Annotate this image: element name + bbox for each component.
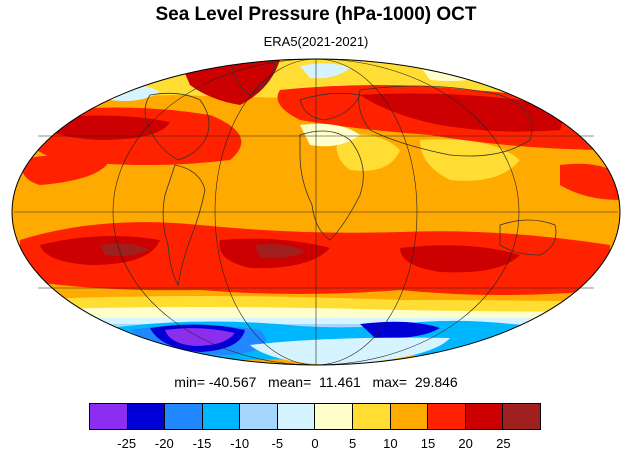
colorbar-swatch bbox=[390, 404, 429, 429]
colorbar bbox=[89, 403, 541, 430]
colorbar-tick-label: 20 bbox=[458, 436, 473, 451]
colorbar-tick-label: 15 bbox=[420, 436, 436, 451]
colorbar-swatch bbox=[165, 404, 203, 429]
plot-title: Sea Level Pressure (hPa-1000) OCT bbox=[155, 4, 477, 25]
colorbar-swatch bbox=[127, 404, 166, 429]
colorbar-swatch bbox=[465, 404, 504, 429]
colorbar-tick-label: -10 bbox=[230, 436, 250, 451]
colorbar-swatch bbox=[240, 404, 278, 429]
statistics-line: min= -40.567 mean= 11.461 max= 29.846 bbox=[174, 374, 458, 390]
colorbar-tick-label: 10 bbox=[383, 436, 398, 451]
colorbar-tick-label: -15 bbox=[192, 436, 212, 451]
colorbar-swatch bbox=[353, 404, 391, 429]
colorbar-swatch bbox=[315, 404, 354, 429]
map-border bbox=[11, 58, 621, 366]
colorbar-swatch bbox=[90, 404, 128, 429]
colorbar-swatch bbox=[277, 404, 316, 429]
colorbar-tick-label: 5 bbox=[349, 436, 357, 451]
colorbar-swatch bbox=[202, 404, 241, 429]
colorbar-labels: -25 -20 -15 -10 -5 0 5 10 15 20 25 bbox=[89, 436, 541, 454]
colorbar-swatch bbox=[503, 404, 540, 429]
colorbar-tick-label: 25 bbox=[496, 436, 511, 451]
colorbar-tick-label: -20 bbox=[154, 436, 174, 451]
colorbar-swatch bbox=[428, 404, 466, 429]
plot-subtitle: ERA5(2021-2021) bbox=[263, 34, 369, 49]
colorbar-tick-label: -5 bbox=[271, 436, 284, 451]
colorbar-tick-label: -25 bbox=[117, 436, 137, 451]
colorbar-tick-label: 0 bbox=[311, 436, 319, 451]
